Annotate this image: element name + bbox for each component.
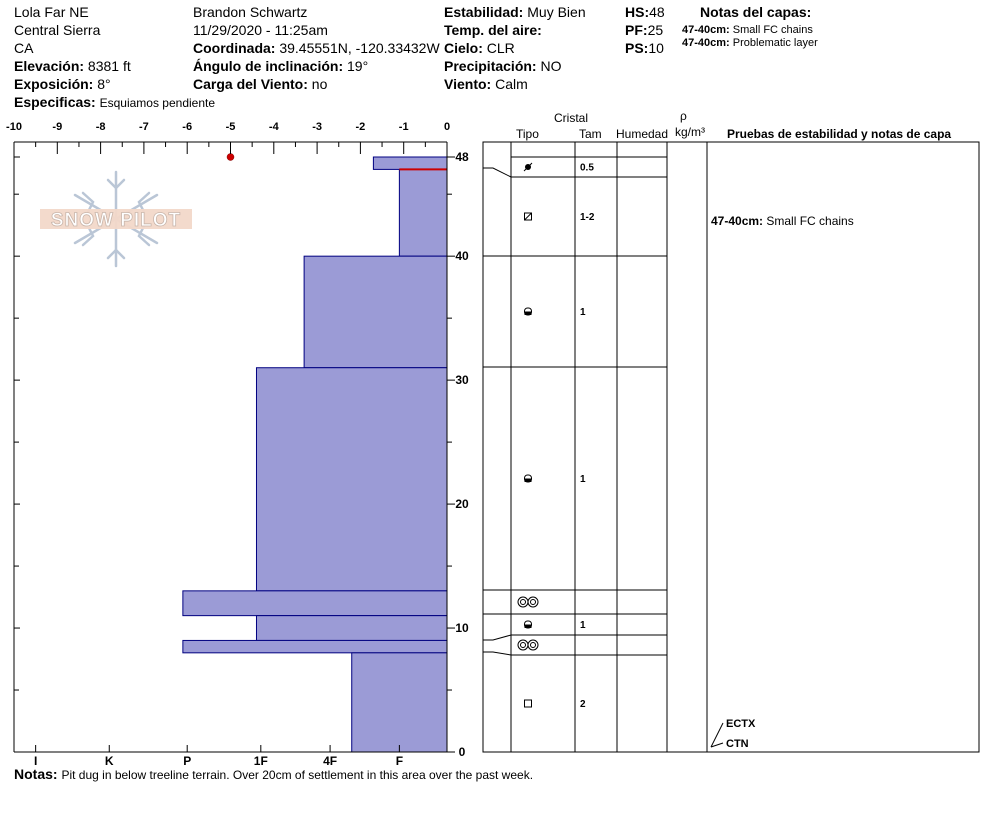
hardness-bar-1 <box>398 168 448 257</box>
grain-size-0: 0.5 <box>580 163 594 174</box>
sky: Cielo: CLR <box>444 40 515 57</box>
wind: Viento: Calm <box>444 76 528 92</box>
air-temp: Temp. del aire: <box>444 22 542 38</box>
ps: PS:10 <box>625 40 664 56</box>
state: CA <box>14 40 34 56</box>
layer-connector-5 <box>483 634 512 641</box>
hardness-bar-6 <box>182 639 448 654</box>
hardness-bar-4 <box>182 590 448 617</box>
grain-decomposing-icon <box>523 162 533 172</box>
layer-connector-6 <box>483 651 512 656</box>
tests-header: Pruebas de estabilidad y notas de capa <box>727 127 952 141</box>
temp-tick-label-0: -10 <box>6 121 22 133</box>
grain-size-5: 1 <box>580 620 586 631</box>
coordinates: Coordinada: 39.45551N, -120.33432W <box>193 40 440 56</box>
stability-test-ctn: CTN <box>726 738 749 750</box>
grain-rounded_faceting-icon <box>524 620 532 629</box>
layer-note-test-column: 47-40cm: Small FC chains <box>711 214 854 228</box>
hardness-tick-label-2: P <box>183 754 191 768</box>
hardness-tick-label-4: 4F <box>323 754 337 768</box>
moisture-header: Humedad <box>616 127 669 141</box>
depth-tick-label-5: 48 <box>455 150 469 164</box>
stability: Estabilidad: Muy Bien <box>444 4 586 20</box>
hardness-bar-7 <box>351 652 448 753</box>
type-header: Tipo <box>516 127 539 141</box>
temp-tick-label-1: -9 <box>52 121 62 133</box>
pf: PF:25 <box>625 22 664 38</box>
stability-test-pointer-1 <box>710 742 724 748</box>
density-unit: kg/m³ <box>675 125 705 139</box>
hardness-bar-5 <box>255 615 448 641</box>
specifics: Especificas: Esquiamos pendiente <box>14 94 216 110</box>
grain-melt_forms-icon <box>517 596 539 608</box>
grain-rounded_faceting-icon <box>524 474 532 483</box>
temp-tick-label-10: 0 <box>444 121 450 133</box>
layer-notes-title: Notas del capas: <box>700 4 812 20</box>
temp-tick-label-3: -7 <box>139 121 149 133</box>
stability-test-pointer-0 <box>710 722 724 748</box>
temp-tick-label-6: -4 <box>269 121 280 133</box>
precipitation: Precipitación: NO <box>444 58 562 74</box>
grain-melt_forms-icon <box>517 639 539 651</box>
grain-size-2: 1 <box>580 307 586 318</box>
hardness-bar-3 <box>255 367 448 592</box>
grain-faceted_rounded-icon <box>524 212 532 221</box>
temp-tick-label-8: -2 <box>356 121 366 133</box>
snowpilot-logo: SNOW PILOT <box>40 170 192 268</box>
grain-size-7: 2 <box>580 699 586 710</box>
depth-tick-label-4: 40 <box>455 249 469 263</box>
hs: HS:48 <box>625 4 665 20</box>
temp-tick-label-7: -3 <box>312 121 322 133</box>
layer-connector-0 <box>483 167 512 178</box>
crystal-header: Cristal <box>554 111 589 125</box>
depth-tick-label-3: 30 <box>455 373 469 387</box>
temp-tick-label-5: -5 <box>226 121 236 133</box>
grain-size-3: 1 <box>580 474 586 485</box>
elevation: Elevación: 8381 ft <box>14 58 131 74</box>
layer-note-2: 47-40cm: Problematic layer <box>682 37 818 49</box>
logo-text: SNOW PILOT <box>51 210 181 231</box>
incline: Ángulo de inclinación: 19° <box>193 58 369 74</box>
temp-tick-label-2: -8 <box>96 121 106 133</box>
temperature-point-0 <box>226 153 235 161</box>
hardness-tick-label-1: K <box>105 754 114 768</box>
temp-tick-label-9: -1 <box>399 121 409 133</box>
layer-note-1: 47-40cm: Small FC chains <box>682 24 813 36</box>
notes: Notas: Pit dug in below treeline terrain… <box>14 766 534 782</box>
mountain-range: Central Sierra <box>14 22 101 38</box>
hardness-bar-2 <box>303 255 448 369</box>
grain-rounded_faceting-icon <box>524 307 532 316</box>
temp-tick-label-4: -6 <box>182 121 192 133</box>
depth-tick-label-1: 10 <box>455 621 469 635</box>
observer: Brandon Schwartz <box>193 4 308 20</box>
layer-table-frame <box>482 141 980 753</box>
grain-faceted-icon <box>524 699 532 708</box>
hardness-bar-0 <box>372 156 448 170</box>
depth-tick-label-0: 0 <box>459 745 466 759</box>
hardness-tick-label-3: 1F <box>254 754 268 768</box>
stability-test-ectx: ECTX <box>726 718 756 730</box>
hardness-tick-label-5: F <box>396 754 403 768</box>
size-header: Tam <box>579 127 602 141</box>
datetime: 11/29/2020 - 11:25am <box>193 22 328 38</box>
grain-size-1: 1-2 <box>580 212 595 223</box>
depth-tick-label-2: 20 <box>455 497 469 511</box>
aspect: Exposición: 8° <box>14 76 111 92</box>
hardness-tick-label-0: I <box>34 754 37 768</box>
location-name: Lola Far NE <box>14 4 89 20</box>
wind-loading: Carga del Viento: no <box>193 76 328 92</box>
density-rho: ρ <box>680 109 687 123</box>
